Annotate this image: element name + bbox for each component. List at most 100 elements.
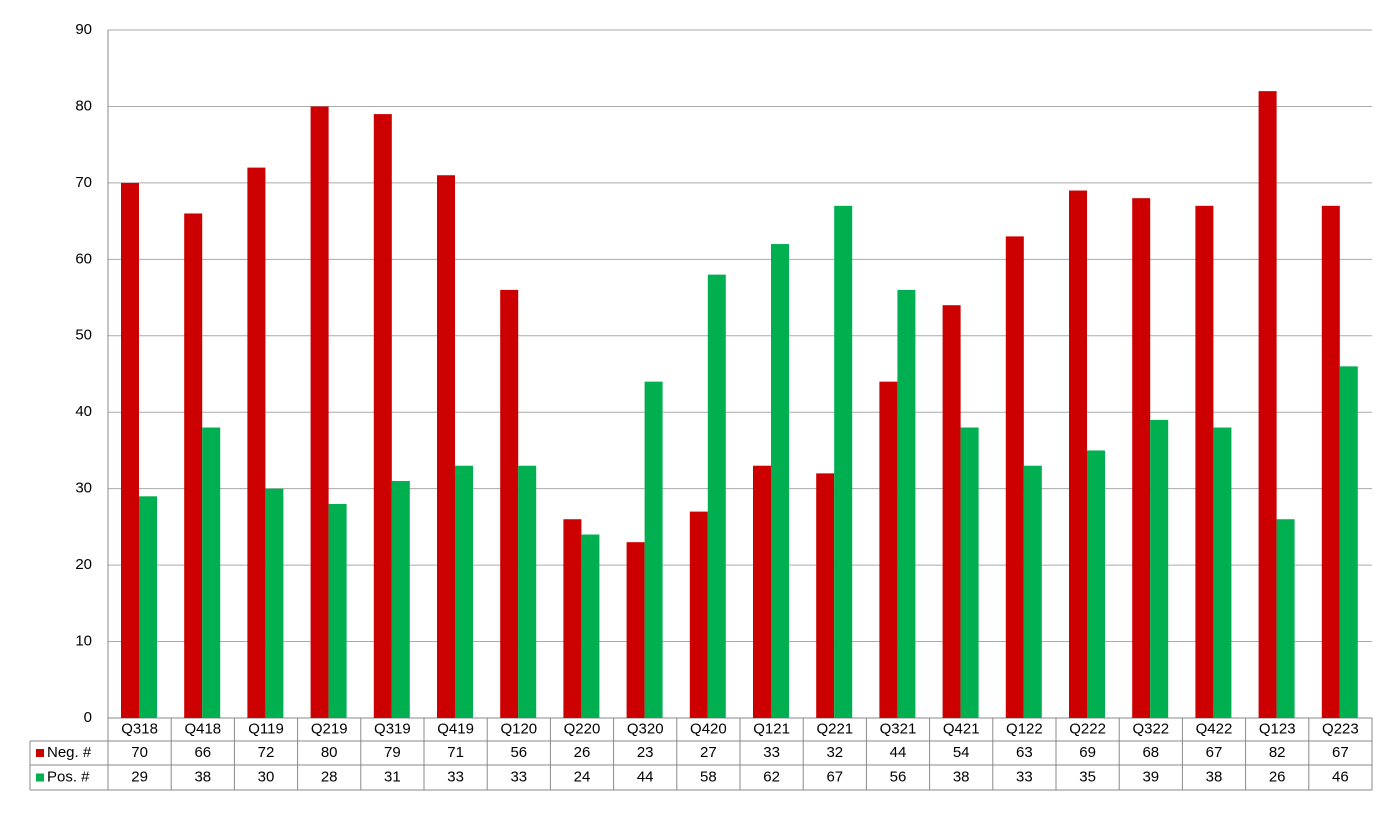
bar xyxy=(1132,198,1151,718)
x-tick-label: Q123 xyxy=(1259,720,1296,737)
table-value: 58 xyxy=(700,768,717,785)
y-tick-label: 50 xyxy=(75,327,92,344)
x-tick-label: Q223 xyxy=(1322,720,1359,737)
x-tick-label: Q322 xyxy=(1132,720,1169,737)
x-tick-label: Q422 xyxy=(1196,720,1233,737)
bar xyxy=(202,427,221,718)
bar xyxy=(518,465,537,718)
bar xyxy=(1195,205,1214,719)
y-tick-label: 90 xyxy=(75,21,92,38)
table-value: 33 xyxy=(510,768,527,785)
x-tick-label: Q220 xyxy=(564,720,601,737)
table-value: 66 xyxy=(194,744,211,761)
bar xyxy=(771,244,789,719)
table-value: 27 xyxy=(700,744,717,761)
bar xyxy=(1023,465,1042,718)
x-tick-label: Q418 xyxy=(184,720,221,737)
bar xyxy=(1069,190,1087,719)
y-tick-label: 30 xyxy=(75,480,92,497)
y-tick-label: 80 xyxy=(75,97,92,114)
table-value: 38 xyxy=(953,768,970,785)
table-value: 68 xyxy=(1142,744,1159,761)
y-tick-label: 70 xyxy=(75,174,92,191)
bar xyxy=(834,205,853,719)
table-value: 33 xyxy=(447,768,464,785)
bar xyxy=(753,465,771,718)
x-tick-label: Q318 xyxy=(121,720,158,737)
x-tick-label: Q221 xyxy=(816,720,853,737)
table-value: 24 xyxy=(574,768,591,785)
table-value: 23 xyxy=(637,744,654,761)
table-value: 29 xyxy=(131,768,148,785)
table-value: 33 xyxy=(763,744,780,761)
x-tick-label: Q319 xyxy=(374,720,411,737)
y-tick-label: 40 xyxy=(75,403,92,420)
x-tick-label: Q421 xyxy=(943,720,980,737)
table-value: 70 xyxy=(131,744,148,761)
bar xyxy=(500,289,519,718)
bar xyxy=(816,473,835,718)
bar xyxy=(373,114,392,719)
table-value: 82 xyxy=(1269,744,1286,761)
bar xyxy=(960,427,979,718)
bar xyxy=(328,503,347,718)
y-tick-label: 0 xyxy=(84,709,92,726)
table-value: 28 xyxy=(321,768,338,785)
legend-label: Pos. # xyxy=(47,768,90,785)
table-value: 67 xyxy=(1332,744,1349,761)
table-value: 54 xyxy=(953,744,970,761)
bar xyxy=(879,381,898,718)
bar xyxy=(1150,419,1169,718)
legend-key xyxy=(36,749,44,757)
x-tick-label: Q419 xyxy=(437,720,474,737)
bar xyxy=(455,465,473,718)
table-value: 72 xyxy=(258,744,275,761)
bar xyxy=(391,481,410,718)
table-value: 79 xyxy=(384,744,401,761)
table-value: 44 xyxy=(637,768,654,785)
table-value: 69 xyxy=(1079,744,1096,761)
table-value: 56 xyxy=(890,768,907,785)
table-value: 67 xyxy=(826,768,843,785)
table-value: 46 xyxy=(1332,768,1349,785)
x-tick-label: Q120 xyxy=(500,720,537,737)
table-value: 31 xyxy=(384,768,401,785)
x-tick-label: Q121 xyxy=(753,720,790,737)
bar xyxy=(310,106,329,718)
legend-label: Neg. # xyxy=(47,744,92,761)
bar xyxy=(1276,519,1295,718)
bar xyxy=(689,511,708,718)
table-value: 26 xyxy=(574,744,591,761)
y-tick-label: 10 xyxy=(75,633,92,650)
bar xyxy=(1005,236,1024,718)
x-tick-label: Q321 xyxy=(880,720,917,737)
bar xyxy=(121,182,139,718)
y-tick-label: 60 xyxy=(75,250,92,267)
x-tick-label: Q320 xyxy=(627,720,664,737)
bar xyxy=(626,542,645,718)
bar xyxy=(942,305,961,718)
table-value: 38 xyxy=(1206,768,1223,785)
table-value: 71 xyxy=(447,744,464,761)
table-value: 67 xyxy=(1206,744,1223,761)
bar xyxy=(897,289,916,718)
bar xyxy=(581,534,600,718)
table-value: 33 xyxy=(1016,768,1033,785)
table-value: 63 xyxy=(1016,744,1033,761)
x-tick-label: Q219 xyxy=(311,720,348,737)
x-tick-label: Q119 xyxy=(248,720,284,737)
x-tick-label: Q122 xyxy=(1006,720,1043,737)
bar xyxy=(1258,91,1277,718)
bar xyxy=(563,519,582,718)
bar xyxy=(1087,450,1105,718)
bar xyxy=(247,167,266,719)
table-value: 56 xyxy=(510,744,527,761)
bar xyxy=(184,213,203,718)
table-value: 62 xyxy=(763,768,780,785)
table-value: 26 xyxy=(1269,768,1286,785)
y-tick-label: 20 xyxy=(75,556,92,573)
table-value: 38 xyxy=(194,768,211,785)
bar xyxy=(1321,205,1340,719)
bar xyxy=(139,496,157,718)
